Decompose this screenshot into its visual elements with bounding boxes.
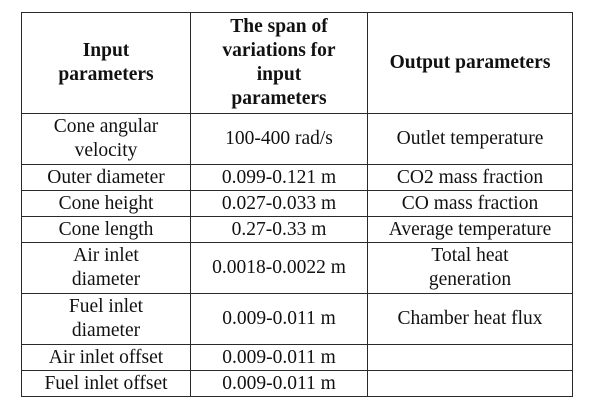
output-parameter-cell-line: generation [428, 269, 512, 290]
header-span-of-variations: The span of variations for input paramet… [190, 12, 368, 114]
output-parameter-cell-line: CO mass fraction [401, 192, 539, 214]
input-parameter-cell-line: Air inlet [73, 245, 139, 266]
input-parameter-cell: Air inlet offset [21, 344, 191, 371]
input-parameter-cell-line: Fuel inlet offset [44, 372, 168, 394]
header-line: parameters [231, 88, 327, 109]
table-row: Cone angular velocity 100-400 rad/s Outlet … [21, 113, 573, 165]
parameters-table: Input parameters The span of variations … [21, 12, 573, 397]
input-parameter-cell: Cone length [21, 216, 191, 243]
parameters-table-container: Input parameters The span of variations … [21, 12, 573, 397]
input-parameter-cell-line: diameter [71, 269, 141, 290]
input-parameter-cell-line: Air inlet offset [48, 346, 164, 368]
table-row: Air inlet diameter 0.0018-0.0022 m Total he… [21, 242, 573, 294]
output-parameter-cell-line: CO2 mass fraction [396, 166, 544, 188]
table-row: Fuel inlet diameter 0.009-0.011 m Chamber h… [21, 293, 573, 345]
input-parameter-cell: Fuel inlet offset [21, 370, 191, 397]
output-parameter-cell-line: Outlet temperature [396, 128, 544, 149]
input-parameter-cell-line: Fuel inlet [68, 296, 144, 317]
span-value-cell: 100-400 rad/s [190, 113, 368, 165]
output-parameter-cell-line: Total heat [431, 245, 509, 266]
input-parameter-cell: Fuel inlet diameter [21, 293, 191, 345]
header-line: variations for [222, 40, 336, 61]
output-parameter-cell [367, 344, 573, 371]
input-parameter-cell: Cone angular velocity [21, 113, 191, 165]
input-parameter-cell-line: velocity [74, 140, 138, 161]
input-parameter-cell: Outer diameter [21, 164, 191, 191]
table-row: Air inlet offset 0.009-0.011 m [21, 344, 573, 371]
input-parameter-cell: Cone height [21, 190, 191, 217]
output-parameter-cell: CO2 mass fraction [367, 164, 573, 191]
input-parameter-cell-line: Cone length [58, 218, 154, 240]
input-parameter-cell-line: Cone height [58, 192, 154, 214]
input-parameter-cell-line: Outer diameter [47, 166, 165, 188]
header-input-parameters: Input parameters [21, 12, 191, 114]
span-value-cell: 0.0018-0.0022 m [190, 242, 368, 294]
table-row: Fuel inlet offset 0.009-0.011 m [21, 370, 573, 397]
header-line: input [256, 64, 302, 85]
table-row: Outer diameter 0.099-0.121 m CO2 mass frac… [21, 164, 573, 191]
header-line: Input [82, 40, 130, 61]
output-parameter-cell: CO mass fraction [367, 190, 573, 217]
output-parameter-cell: Chamber heat flux [367, 293, 573, 345]
span-value-cell: 0.099-0.121 m [190, 164, 368, 191]
input-parameter-cell-line: diameter [71, 320, 141, 341]
table-row: Cone height 0.027-0.033 m CO mass fraction [21, 190, 573, 217]
header-row: Input parameters The span of variations … [21, 12, 573, 114]
output-parameter-cell: Outlet temperature [367, 113, 573, 165]
span-value-cell: 0.009-0.011 m [190, 293, 368, 345]
span-value-cell: 0.27-0.33 m [190, 216, 368, 243]
output-parameter-cell: Average temperature [367, 216, 573, 243]
header-line: The span of [230, 16, 328, 37]
output-parameter-cell: Total heat generation [367, 242, 573, 294]
header-line: Output parameters [389, 52, 551, 73]
span-value-cell: 0.009-0.011 m [190, 344, 368, 371]
output-parameter-cell [367, 370, 573, 397]
output-parameter-cell-line: Average temperature [388, 218, 552, 240]
input-parameter-cell-line: Cone angular [53, 116, 159, 137]
header-output-parameters: Output parameters [367, 12, 573, 114]
span-value-cell: 0.027-0.033 m [190, 190, 368, 217]
output-parameter-cell-line: Chamber heat flux [397, 308, 543, 329]
span-value-cell: 0.009-0.011 m [190, 370, 368, 397]
input-parameter-cell: Air inlet diameter [21, 242, 191, 294]
table-body: Cone angular velocity 100-400 rad/s Outlet … [21, 113, 573, 397]
header-line: parameters [58, 64, 154, 85]
table-row: Cone length 0.27-0.33 m Average temperatur… [21, 216, 573, 243]
